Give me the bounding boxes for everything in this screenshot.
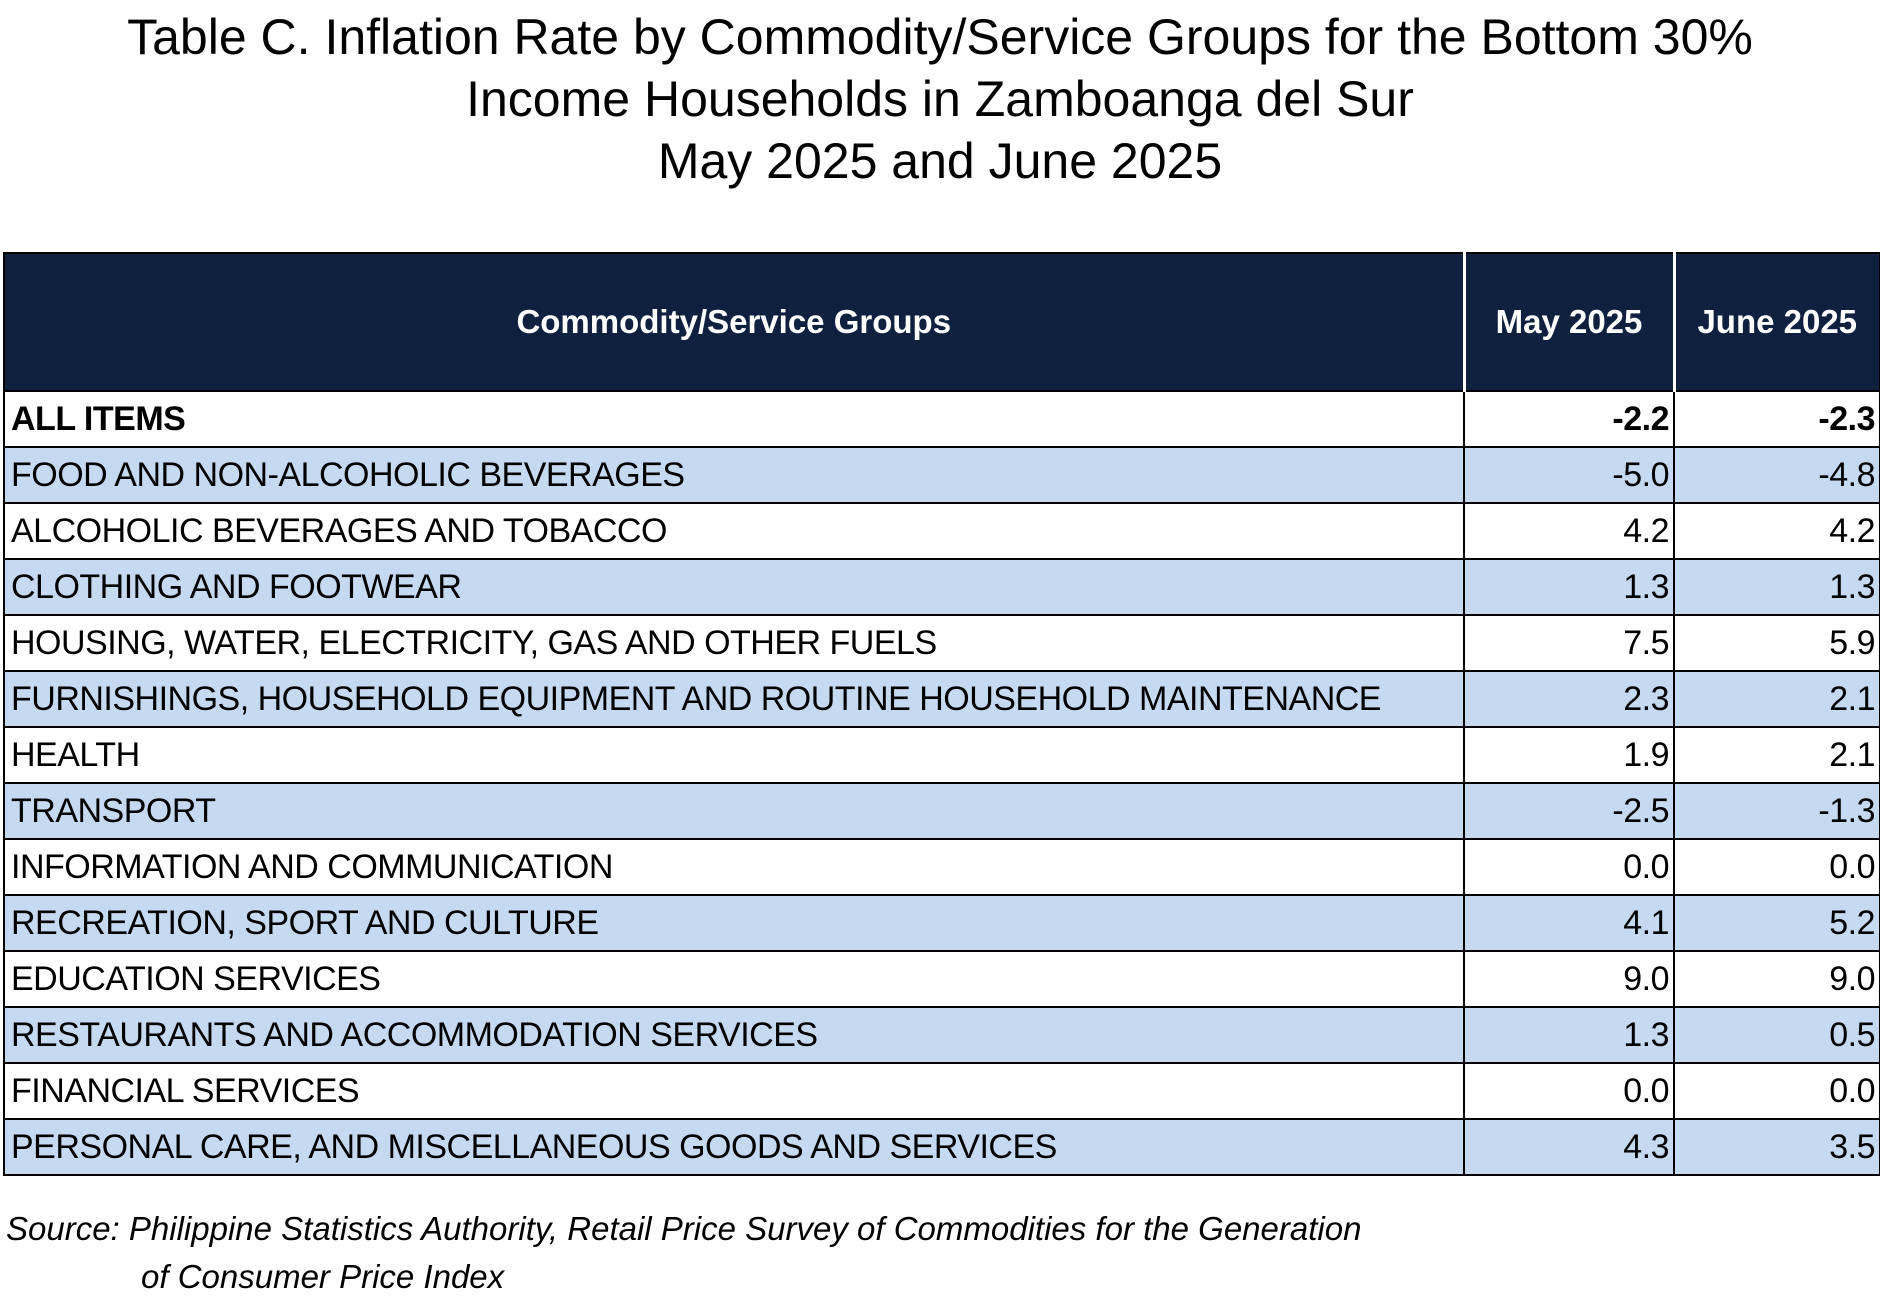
row-group-label: INFORMATION AND COMMUNICATION [3, 838, 1465, 896]
row-june-value: 1.3 [1673, 558, 1880, 616]
row-may-value: 2.3 [1463, 670, 1675, 728]
table-row: ALL ITEMS -2.2 -2.3 [3, 390, 1880, 448]
row-may-value: -2.2 [1463, 390, 1675, 448]
row-group-label: FOOD AND NON-ALCOHOLIC BEVERAGES [3, 446, 1465, 504]
row-june-value: 2.1 [1673, 670, 1880, 728]
header-june-2025: June 2025 [1672, 252, 1880, 392]
title-line-2: Income Households in Zamboanga del Sur [466, 71, 1414, 127]
inflation-table: Commodity/Service Groups May 2025 June 2… [3, 252, 1880, 1176]
title-line-1: Table C. Inflation Rate by Commodity/Ser… [127, 9, 1753, 65]
source-note: Source: Philippine Statistics Authority,… [6, 1205, 1606, 1301]
row-may-value: -2.5 [1463, 782, 1675, 840]
table-row: RESTAURANTS AND ACCOMMODATION SERVICES 1… [3, 1006, 1880, 1064]
table-row: RECREATION, SPORT AND CULTURE 4.1 5.2 [3, 894, 1880, 952]
table-body: ALL ITEMS -2.2 -2.3 FOOD AND NON-ALCOHOL… [3, 390, 1880, 1176]
row-june-value: -4.8 [1673, 446, 1880, 504]
row-may-value: 4.1 [1463, 894, 1675, 952]
table-row: ALCOHOLIC BEVERAGES AND TOBACCO 4.2 4.2 [3, 502, 1880, 560]
row-june-value: 5.9 [1673, 614, 1880, 672]
row-june-value: 3.5 [1673, 1118, 1880, 1176]
table-row: HOUSING, WATER, ELECTRICITY, GAS AND OTH… [3, 614, 1880, 672]
row-group-label: RESTAURANTS AND ACCOMMODATION SERVICES [3, 1006, 1465, 1064]
table-row: FURNISHINGS, HOUSEHOLD EQUIPMENT AND ROU… [3, 670, 1880, 728]
row-group-label: ALCOHOLIC BEVERAGES AND TOBACCO [3, 502, 1465, 560]
row-may-value: 1.3 [1463, 1006, 1675, 1064]
header-row: Commodity/Service Groups May 2025 June 2… [3, 252, 1880, 392]
row-june-value: 0.0 [1673, 1062, 1880, 1120]
row-may-value: 9.0 [1463, 950, 1675, 1008]
table-row: HEALTH 1.9 2.1 [3, 726, 1880, 784]
row-may-value: 0.0 [1463, 838, 1675, 896]
row-may-value: 0.0 [1463, 1062, 1675, 1120]
title-line-3: May 2025 and June 2025 [657, 133, 1223, 189]
row-group-label: EDUCATION SERVICES [3, 950, 1465, 1008]
row-may-value: 4.3 [1463, 1118, 1675, 1176]
row-june-value: 0.0 [1673, 838, 1880, 896]
row-group-label: RECREATION, SPORT AND CULTURE [3, 894, 1465, 952]
row-june-value: 2.1 [1673, 726, 1880, 784]
row-may-value: 1.9 [1463, 726, 1675, 784]
row-group-label: TRANSPORT [3, 782, 1465, 840]
table-row: PERSONAL CARE, AND MISCELLANEOUS GOODS A… [3, 1118, 1880, 1176]
row-may-value: 1.3 [1463, 558, 1675, 616]
table-row: FINANCIAL SERVICES 0.0 0.0 [3, 1062, 1880, 1120]
row-june-value: 5.2 [1673, 894, 1880, 952]
table-row: EDUCATION SERVICES 9.0 9.0 [3, 950, 1880, 1008]
header-commodity-groups: Commodity/Service Groups [3, 252, 1465, 392]
row-group-label: ALL ITEMS [3, 390, 1465, 448]
row-june-value: -1.3 [1673, 782, 1880, 840]
row-june-value: 4.2 [1673, 502, 1880, 560]
table-row: FOOD AND NON-ALCOHOLIC BEVERAGES -5.0 -4… [3, 446, 1880, 504]
row-group-label: HEALTH [3, 726, 1465, 784]
row-group-label: FINANCIAL SERVICES [3, 1062, 1465, 1120]
source-line-1: Source: Philippine Statistics Authority,… [6, 1210, 1362, 1247]
row-group-label: HOUSING, WATER, ELECTRICITY, GAS AND OTH… [3, 614, 1465, 672]
table-row: INFORMATION AND COMMUNICATION 0.0 0.0 [3, 838, 1880, 896]
table-row: CLOTHING AND FOOTWEAR 1.3 1.3 [3, 558, 1880, 616]
source-line-2: of Consumer Price Index [141, 1258, 505, 1295]
row-june-value: 9.0 [1673, 950, 1880, 1008]
table-header: Commodity/Service Groups May 2025 June 2… [3, 252, 1880, 392]
row-june-value: 0.5 [1673, 1006, 1880, 1064]
row-june-value: -2.3 [1673, 390, 1880, 448]
row-may-value: 4.2 [1463, 502, 1675, 560]
row-group-label: FURNISHINGS, HOUSEHOLD EQUIPMENT AND ROU… [3, 670, 1465, 728]
table-row: TRANSPORT -2.5 -1.3 [3, 782, 1880, 840]
header-may-2025: May 2025 [1462, 252, 1675, 392]
row-may-value: 7.5 [1463, 614, 1675, 672]
row-may-value: -5.0 [1463, 446, 1675, 504]
table-title: Table C. Inflation Rate by Commodity/Ser… [0, 6, 1880, 192]
row-group-label: CLOTHING AND FOOTWEAR [3, 558, 1465, 616]
row-group-label: PERSONAL CARE, AND MISCELLANEOUS GOODS A… [3, 1118, 1465, 1176]
